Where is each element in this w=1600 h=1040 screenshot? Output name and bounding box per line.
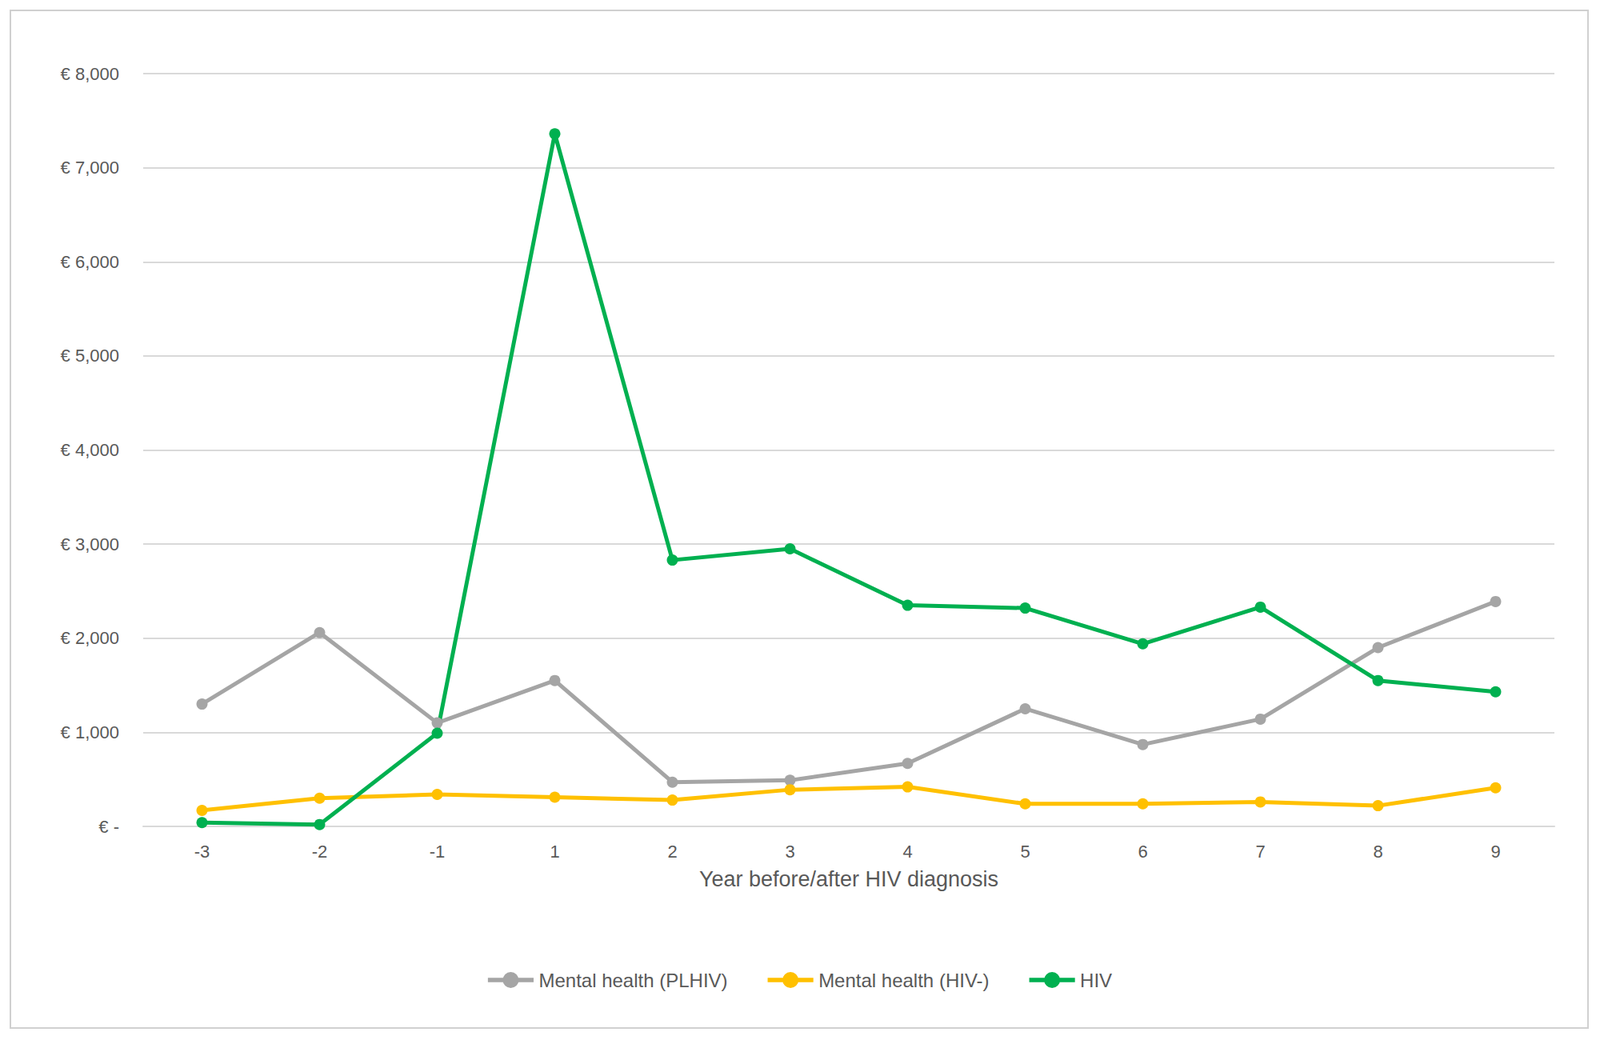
svg-text:HIV: HIV <box>1080 969 1112 992</box>
svg-text:7: 7 <box>1255 841 1265 862</box>
svg-text:3: 3 <box>784 841 795 862</box>
svg-text:€ -: € - <box>98 816 120 837</box>
svg-text:Year before/after HIV diagnosi: Year before/after HIV diagnosis <box>699 867 999 892</box>
svg-text:4: 4 <box>902 841 912 862</box>
svg-text:€ 6,000: € 6,000 <box>60 252 120 272</box>
svg-text:-1: -1 <box>429 841 446 862</box>
svg-text:€ 7,000: € 7,000 <box>60 157 120 178</box>
svg-text:€ 5,000: € 5,000 <box>60 345 120 366</box>
svg-text:€ 2,000: € 2,000 <box>60 628 120 648</box>
svg-text:€ 8,000: € 8,000 <box>60 64 120 84</box>
svg-text:6: 6 <box>1137 841 1148 862</box>
svg-text:9: 9 <box>1490 841 1500 862</box>
svg-text:€ 4,000: € 4,000 <box>60 440 120 460</box>
svg-text:2: 2 <box>667 841 677 862</box>
svg-text:8: 8 <box>1372 841 1383 862</box>
svg-text:-2: -2 <box>312 841 328 862</box>
svg-text:Mental health (PLHIV): Mental health (PLHIV) <box>538 969 728 992</box>
svg-text:€ 1,000: € 1,000 <box>60 722 120 743</box>
svg-text:Mental health (HIV-): Mental health (HIV-) <box>818 969 989 992</box>
svg-text:1: 1 <box>549 841 560 862</box>
svg-text:€ 3,000: € 3,000 <box>60 534 120 555</box>
svg-text:5: 5 <box>1020 841 1030 862</box>
svg-text:-3: -3 <box>194 841 211 862</box>
